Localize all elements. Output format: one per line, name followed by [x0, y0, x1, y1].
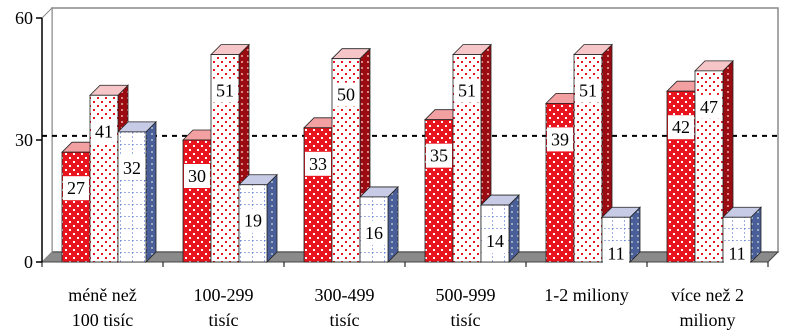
data-label: 35 [430, 146, 448, 166]
bar [182, 139, 212, 263]
bar-side [145, 120, 157, 263]
data-label-box [575, 78, 601, 103]
category-label: 500-999 tisíc [436, 285, 496, 330]
category-label-line: 1-2 miliony [544, 285, 629, 305]
category-label-line: tisíc [451, 310, 481, 330]
data-label-box [603, 241, 629, 266]
category-label-line: tisíc [330, 310, 360, 330]
data-label: 41 [95, 121, 113, 141]
data-label: 33 [309, 154, 327, 174]
category-label-line: 100 tisíc [72, 310, 134, 330]
bar-side [387, 185, 399, 263]
axes: 0 30 60 [15, 8, 778, 272]
category-label-line: více než 2 [671, 285, 744, 305]
data-label-box [361, 220, 387, 245]
data-label-box [305, 151, 331, 176]
category-label: 1-2 miliony [544, 285, 629, 305]
data-label: 14 [486, 231, 504, 251]
category-label: 100-299 tisíc [194, 285, 254, 330]
data-label: 42 [672, 117, 690, 137]
category-label-line: miliony [679, 310, 735, 330]
data-label-box [668, 115, 694, 140]
data-label-box [482, 229, 508, 254]
data-label: 11 [728, 243, 745, 263]
y-tick-label: 0 [24, 252, 33, 272]
y-tick-label: 60 [15, 8, 33, 28]
category-label: méně než 100 tisíc [68, 285, 136, 330]
data-label: 51 [458, 81, 476, 101]
bar [61, 151, 91, 263]
data-label: 50 [337, 85, 355, 105]
category-label: více než 2 miliony [671, 285, 744, 330]
category-labels: méně než 100 tisíc 100-299 tisíc 300-499 tisí… [68, 285, 744, 330]
data-label-box [724, 241, 750, 266]
category-label-line: méně než [68, 285, 136, 305]
data-label-box [696, 94, 722, 119]
data-label: 19 [244, 211, 262, 231]
data-label-box [454, 78, 480, 103]
data-label-box [212, 78, 238, 103]
data-label: 51 [216, 81, 234, 101]
data-label: 51 [579, 81, 597, 101]
bar [117, 131, 147, 263]
bar-side [508, 194, 520, 263]
category-label-line: 500-999 [436, 285, 496, 305]
data-label-box [91, 119, 117, 144]
data-label-box [119, 155, 145, 180]
data-label-box [333, 82, 359, 107]
bar [424, 119, 454, 263]
data-label: 47 [700, 97, 718, 117]
data-labels: 27 30 33 35 39 42 41 51 50 51 51 47 32 19 16 14 11 11 [63, 78, 750, 266]
category-label-line: 100-299 [194, 285, 254, 305]
data-label: 39 [551, 129, 569, 149]
category-label-line: tisíc [209, 310, 239, 330]
data-label: 27 [67, 178, 85, 198]
data-label: 32 [123, 158, 141, 178]
bar [303, 127, 333, 263]
data-label-box [184, 164, 210, 188]
back-wall [51, 7, 779, 253]
data-label-box [63, 176, 89, 201]
data-label: 16 [365, 223, 383, 243]
data-label: 11 [607, 243, 624, 263]
category-label-line: 300-499 [315, 285, 375, 305]
data-label: 30 [188, 166, 206, 186]
data-label-box [240, 208, 266, 233]
bar-side [266, 173, 278, 263]
data-label-box [547, 127, 573, 152]
bar [545, 103, 575, 263]
category-label: 300-499 tisíc [315, 285, 375, 330]
data-label-box [426, 143, 452, 168]
y-tick-label: 30 [15, 130, 33, 150]
